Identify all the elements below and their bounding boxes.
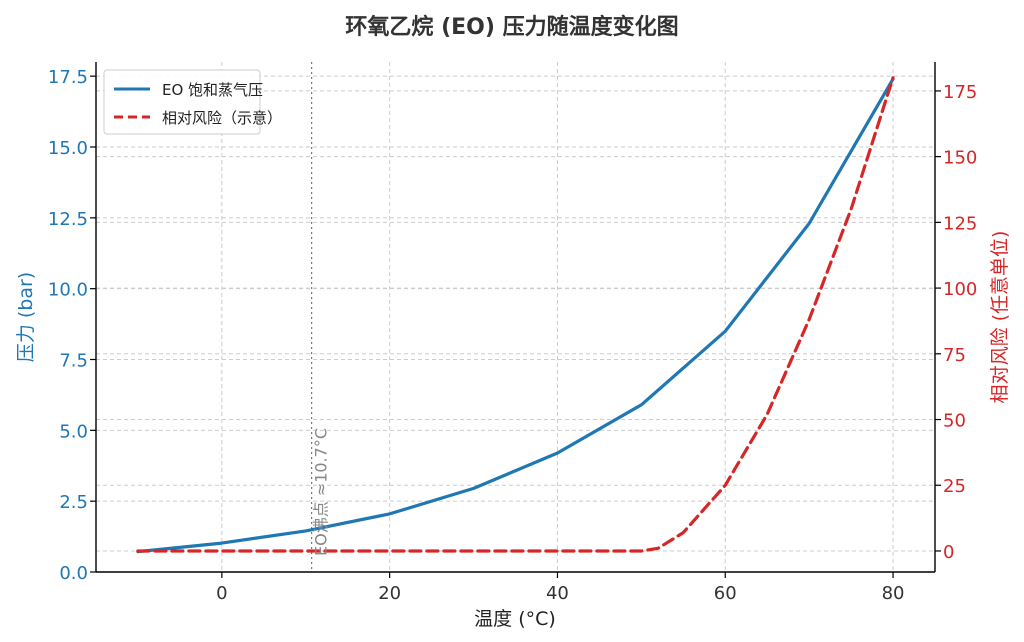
left-tick-label: 15.0 bbox=[48, 138, 88, 159]
boiling-point-annotation: EO沸点 ≈10.7°C bbox=[312, 428, 331, 556]
right-tick-label: 125 bbox=[943, 213, 977, 234]
left-tick-label: 10.0 bbox=[48, 280, 88, 301]
left-tick-label: 17.5 bbox=[48, 67, 88, 88]
risk-series-line bbox=[136, 76, 895, 553]
x-axis-label: 温度 (°C) bbox=[474, 608, 556, 630]
ticks: 0 20 40 60 80 0.0 2.5 5.0 7.5 10.0 12.5 15.0 17.5 0 25… bbox=[48, 67, 977, 604]
x-tick-label: 40 bbox=[546, 583, 569, 604]
chart-title: 环氧乙烷 (EO) 压力随温度变化图 bbox=[345, 14, 678, 40]
legend-label-risk: 相对风险（示意） bbox=[162, 109, 282, 127]
right-tick-label: 150 bbox=[943, 148, 977, 169]
pressure-series-line bbox=[136, 77, 895, 554]
left-axis-label: 压力 (bar) bbox=[15, 272, 37, 362]
x-tick-label: 20 bbox=[378, 583, 401, 604]
x-tick-label: 0 bbox=[216, 583, 227, 604]
x-tick-label: 60 bbox=[714, 583, 737, 604]
series-layer bbox=[136, 76, 895, 554]
right-tick-label: 0 bbox=[943, 542, 954, 563]
legend-label-pressure: EO 饱和蒸气压 bbox=[162, 81, 263, 99]
left-tick-label: 12.5 bbox=[48, 209, 88, 230]
left-tick-label: 2.5 bbox=[59, 492, 88, 513]
left-tick-label: 0.0 bbox=[59, 563, 88, 584]
x-tick-label: 80 bbox=[882, 583, 905, 604]
right-tick-label: 25 bbox=[943, 476, 966, 497]
right-tick-label: 75 bbox=[943, 345, 966, 366]
right-tick-label: 175 bbox=[943, 82, 977, 103]
right-axis-label: 相对风险 (任意单位) bbox=[989, 231, 1011, 404]
grid bbox=[96, 62, 935, 573]
left-tick-label: 5.0 bbox=[59, 421, 88, 442]
legend: EO 饱和蒸气压 相对风险（示意） bbox=[103, 69, 282, 135]
right-tick-label: 50 bbox=[943, 411, 966, 432]
left-tick-label: 7.5 bbox=[59, 351, 88, 372]
right-tick-label: 100 bbox=[943, 279, 977, 300]
